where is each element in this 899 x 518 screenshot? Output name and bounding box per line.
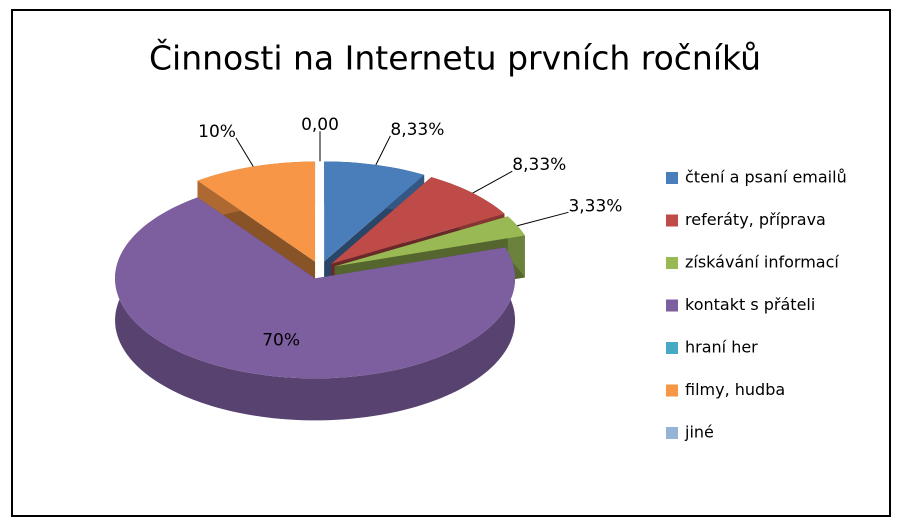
legend-swatch [666,257,678,269]
legend-label: jiné [684,423,714,442]
legend-label: čtení a psaní emailů [685,168,847,187]
pie-wedge [331,177,505,264]
legend-swatch [666,214,678,227]
pie-wedge [193,181,311,263]
leader-line [375,135,391,166]
pie-slice [193,181,311,263]
data-label: 8,33% [512,155,566,175]
pie-wedge [115,197,516,379]
legend-label: referáty, příprava [685,210,826,229]
legend-swatch [666,172,678,184]
pie-wedge [324,161,425,262]
pie-wedge [197,161,316,262]
data-label: 10% [198,122,236,142]
pie-slice [115,197,516,421]
legend-swatch [666,299,678,312]
legend-swatch [666,342,678,354]
legend-label: získávání informací [685,253,839,272]
leader-line [472,170,513,194]
data-label: 3,33% [568,196,622,216]
data-label: 0,00 [301,115,339,135]
chart-title: Činnosti na Internetu prvních ročníků [149,38,761,78]
data-label: 70% [262,331,300,351]
legend-label: hraní her [685,338,758,357]
pie-wedge [334,216,525,267]
legend-swatch [666,427,678,439]
legend-swatch [666,384,678,397]
leader-line [517,211,569,227]
leader-line [235,137,254,167]
legend-label: filmy, hudba [685,380,785,399]
legend-label: kontakt s přáteli [685,295,815,314]
data-label: 8,33% [390,120,444,140]
